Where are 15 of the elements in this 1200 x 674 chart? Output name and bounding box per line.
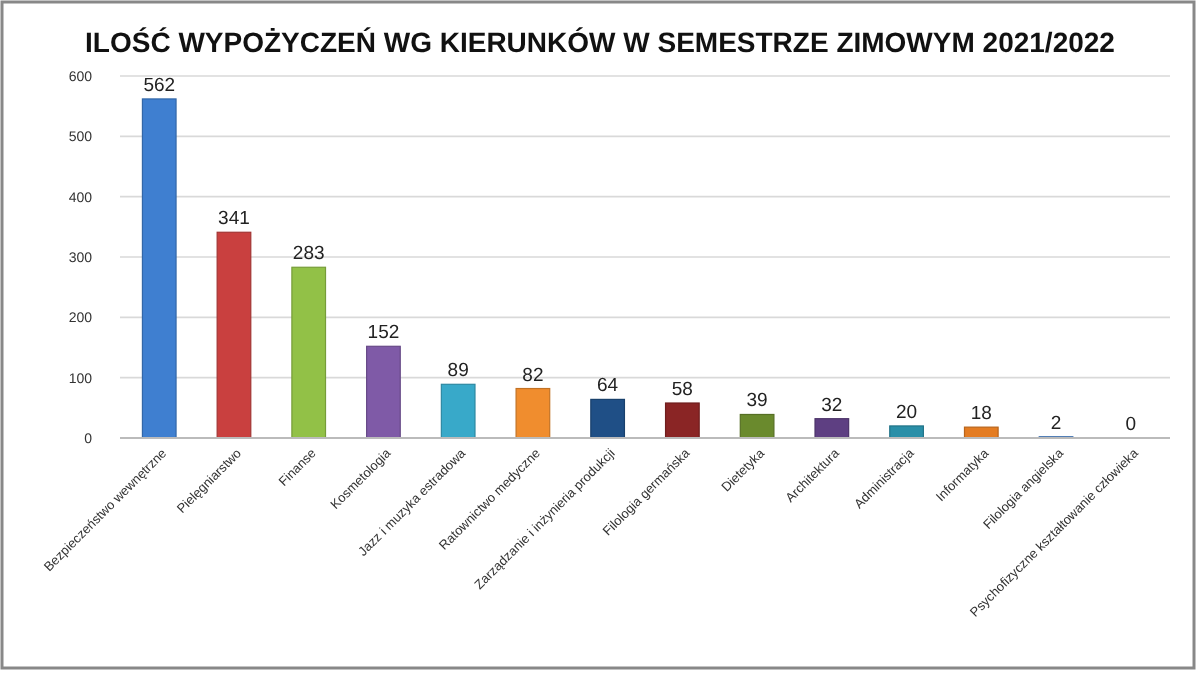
data-label: 2	[1050, 412, 1062, 435]
data-label: 152	[367, 322, 400, 345]
data-label: 32	[821, 394, 843, 417]
data-label: 20	[895, 401, 918, 424]
data-label: 283	[292, 243, 325, 266]
data-label: 82	[522, 364, 544, 387]
chart-title: ILOŚĆ WYPOŻYCZEŃ WG KIERUNKÓW W SEMESTRZE ZIMOWYM 2021/2022	[85, 26, 1116, 58]
data-label: 562	[143, 74, 176, 97]
data-label: 39	[746, 390, 768, 413]
data-label: 18	[970, 403, 992, 426]
data-label: 89	[447, 360, 469, 383]
data-label: 64	[597, 375, 619, 398]
data-label: 341	[218, 208, 250, 231]
data-label: 58	[671, 379, 693, 402]
data-label: 0	[1125, 414, 1137, 436]
